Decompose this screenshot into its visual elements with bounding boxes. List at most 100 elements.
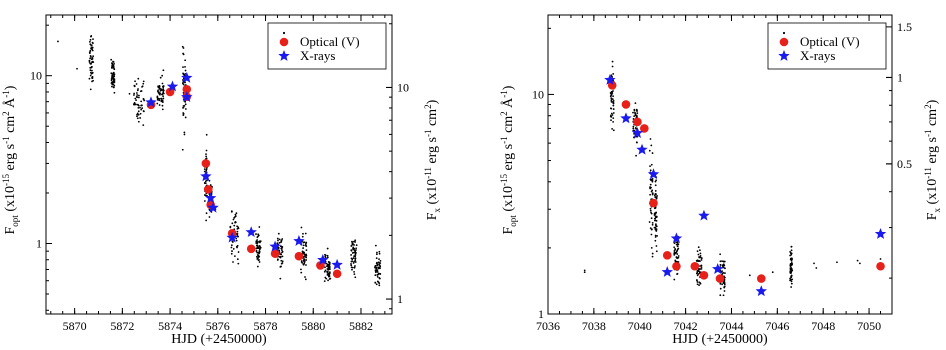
optical-point-small xyxy=(305,249,308,252)
optical-point-small xyxy=(142,124,145,127)
optical-point-small xyxy=(137,88,139,90)
optical-point-small xyxy=(789,258,792,261)
optical-v-point xyxy=(270,249,280,258)
optical-point-small xyxy=(698,249,701,252)
xray-point xyxy=(670,232,683,244)
optical-point-small xyxy=(719,287,722,290)
optical-point-small xyxy=(278,249,281,252)
optical-point-small xyxy=(350,263,352,265)
optical-point-small xyxy=(278,238,281,241)
optical-point-small xyxy=(305,242,307,245)
legend-box xyxy=(767,22,887,70)
optical-point-small xyxy=(326,254,329,257)
optical-point-small xyxy=(374,274,377,277)
optical-point-small xyxy=(256,258,259,260)
optical-point-small xyxy=(256,242,259,245)
optical-point-small xyxy=(140,108,143,111)
legend-marker-star xyxy=(778,50,790,61)
optical-point-small xyxy=(654,213,657,215)
optical-point-small xyxy=(654,180,657,183)
optical-point-small xyxy=(184,72,187,75)
optical-point-small xyxy=(91,46,94,49)
optical-point-small xyxy=(91,69,93,72)
optical-point-small xyxy=(612,95,615,98)
optical-point-small xyxy=(378,250,381,253)
optical-point-small xyxy=(137,77,140,80)
xray-point xyxy=(207,201,219,213)
optical-point-small xyxy=(378,282,381,285)
optical-point-small xyxy=(375,283,378,286)
optical-point-small xyxy=(352,262,355,264)
optical-point-small xyxy=(350,245,353,247)
optical-point-small xyxy=(700,266,703,269)
optical-v-point xyxy=(182,84,192,94)
optical-point-small xyxy=(379,259,382,262)
optical-point-small xyxy=(300,226,303,229)
xray-point xyxy=(269,240,281,252)
y-right-tick-label: 1 xyxy=(897,70,903,84)
optical-point-small xyxy=(113,73,116,76)
chart-left: 5870 5872 5874 5876 5878 5880 5882 1 10 1 10 HJD (+… xyxy=(1,14,442,347)
optical-point-small xyxy=(327,263,329,266)
optical-point-small xyxy=(350,254,353,256)
optical-point-small xyxy=(281,238,284,240)
optical-point-small xyxy=(112,71,115,74)
optical-point-small xyxy=(281,249,283,251)
optical-point-small xyxy=(790,274,793,277)
optical-point-small xyxy=(635,154,637,157)
axis-title-part: opt xyxy=(508,215,518,227)
optical-point-small xyxy=(675,243,678,246)
optical-point-small xyxy=(651,193,654,195)
optical-point-small xyxy=(610,119,612,122)
optical-point-small xyxy=(650,212,653,215)
optical-point-small xyxy=(790,282,793,285)
optical-point-small xyxy=(160,100,163,103)
optical-point-small xyxy=(111,81,113,84)
optical-point-small xyxy=(609,92,612,94)
y-right-axis-title: Fx (x10-11 erg s-1 cm2) xyxy=(423,99,442,220)
optical-point-small xyxy=(133,94,135,96)
optical-point-small xyxy=(611,65,614,68)
axis-title-part: (x10 xyxy=(501,186,516,215)
optical-point-small xyxy=(142,82,145,85)
optical-point-small xyxy=(611,60,614,63)
optical-point-small xyxy=(649,169,652,172)
optical-point-small xyxy=(90,35,92,38)
optical-point-small xyxy=(113,78,116,80)
optical-point-small xyxy=(232,218,235,221)
optical-point-small xyxy=(88,52,91,54)
xray-point xyxy=(145,96,157,108)
optical-point-small xyxy=(636,135,639,138)
optical-point-small xyxy=(89,88,92,91)
optical-point-small xyxy=(304,232,307,235)
optical-point-small xyxy=(208,208,211,211)
optical-point-small xyxy=(635,115,638,117)
optical-point-small xyxy=(205,149,208,152)
optical-point-small xyxy=(651,177,654,180)
optical-point-small xyxy=(305,245,308,247)
optical-point-small xyxy=(300,260,303,262)
optical-point-small xyxy=(352,251,355,254)
optical-v-point xyxy=(621,100,631,109)
optical-point-small xyxy=(303,258,305,261)
optical-point-small xyxy=(611,114,614,116)
optical-point-small xyxy=(583,271,586,274)
optical-point-small xyxy=(721,283,724,286)
axis-title-part: F xyxy=(501,226,516,234)
optical-point-small xyxy=(836,261,838,264)
optical-point-small xyxy=(237,262,240,265)
optical-point-small xyxy=(677,255,680,257)
optical-point-small xyxy=(323,280,326,283)
optical-point-small xyxy=(140,104,143,107)
optical-v-point xyxy=(203,185,213,194)
optical-point-small xyxy=(724,272,726,274)
optical-point-small xyxy=(139,106,141,109)
x-tick-label: 7048 xyxy=(811,319,835,333)
optical-point-small xyxy=(696,250,699,253)
optical-point-small xyxy=(353,251,356,254)
optical-point-small xyxy=(677,247,680,250)
optical-point-small xyxy=(279,277,282,280)
optical-point-small xyxy=(305,254,308,257)
optical-point-small xyxy=(654,196,657,198)
optical-point-small xyxy=(136,96,139,99)
